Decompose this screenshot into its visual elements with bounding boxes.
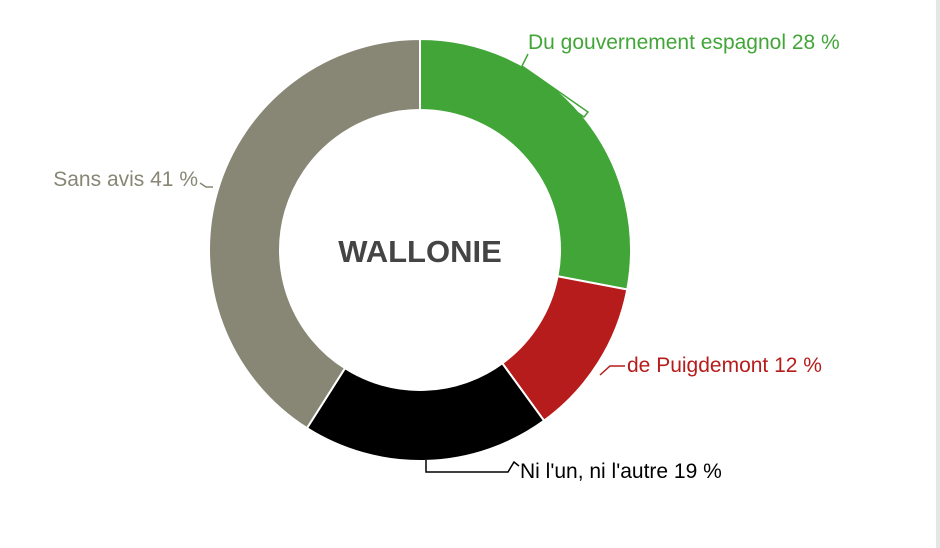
slice-gouvernement: [419, 37, 632, 291]
page-edge: [936, 0, 940, 548]
slice-label-gouvernement: Du gouvernement espagnol 28 %: [528, 31, 840, 54]
label-connectors: [199, 53, 625, 473]
slice-label-ni-lun: Ni l'un, ni l'autre 19 %: [520, 460, 722, 483]
connector-ni-lun: [425, 460, 520, 473]
slice-label-puigdemont: de Puigdemont 12 %: [627, 354, 822, 377]
slice-sans-avis: [208, 37, 421, 430]
donut-slices: [208, 37, 632, 462]
connector-gouvernement: [517, 53, 590, 119]
slice-ni-lun: [305, 361, 546, 462]
chart-title: WALLONIE: [338, 234, 502, 269]
slice-label-sans-avis: Sans avis 41 %: [53, 168, 198, 191]
connector-sans-avis: [199, 182, 213, 188]
connector-puigdemont: [599, 365, 625, 376]
